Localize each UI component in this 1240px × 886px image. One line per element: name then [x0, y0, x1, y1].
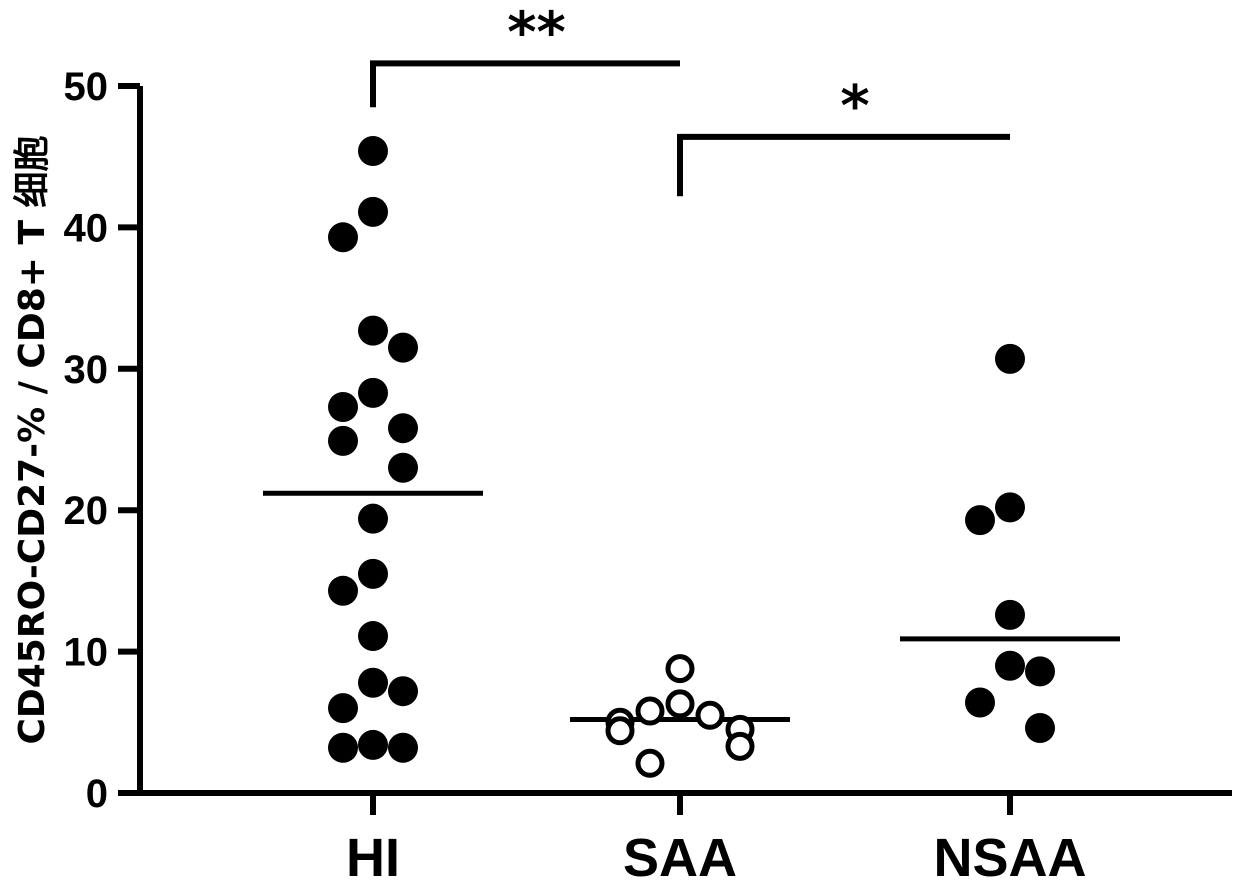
- significance-bracket: [373, 63, 680, 107]
- significance-annotations: ***: [373, 0, 1010, 196]
- data-point-hi: [388, 333, 418, 363]
- data-point-nsaa: [995, 492, 1025, 522]
- data-point-nsaa: [995, 600, 1025, 630]
- y-tick-label: 10: [64, 631, 109, 675]
- data-point-hi: [328, 392, 358, 422]
- data-point-saa: [638, 699, 662, 723]
- x-ticks: HI SAA NSAA: [346, 793, 1087, 886]
- data-point-saa: [668, 657, 692, 681]
- y-ticks: 0 10 20 30 40 50: [64, 65, 141, 816]
- y-axis-label: CD45RO-CD27-% / CD8+ T 细胞: [12, 135, 53, 744]
- data-point-hi: [358, 559, 388, 589]
- data-point-saa: [608, 719, 632, 743]
- data-point-hi: [358, 621, 388, 651]
- data-point-nsaa: [995, 651, 1025, 681]
- y-tick-label: 50: [64, 65, 109, 109]
- data-point-hi: [388, 676, 418, 706]
- data-point-hi: [388, 453, 418, 483]
- data-point-hi: [328, 693, 358, 723]
- data-point-hi: [358, 730, 388, 760]
- data-point-nsaa: [1025, 656, 1055, 686]
- significance-label: **: [507, 0, 566, 65]
- data-point-hi: [358, 136, 388, 166]
- y-tick-label: 0: [86, 772, 108, 816]
- data-point-nsaa: [1025, 713, 1055, 743]
- data-point-hi: [328, 426, 358, 456]
- significance-label: *: [840, 74, 869, 139]
- y-tick-label: 40: [64, 206, 109, 250]
- data-point-hi: [388, 413, 418, 443]
- data-point-hi: [388, 733, 418, 763]
- data-points: [328, 136, 1055, 775]
- data-point-nsaa: [965, 688, 995, 718]
- data-point-hi: [358, 668, 388, 698]
- data-point-hi: [358, 197, 388, 227]
- data-point-saa: [698, 703, 722, 727]
- data-point-hi: [328, 733, 358, 763]
- x-category-label: HI: [346, 828, 400, 886]
- axes: [137, 86, 1232, 796]
- data-point-hi: [328, 222, 358, 252]
- data-point-saa: [638, 751, 662, 775]
- data-point-saa: [668, 692, 692, 716]
- data-point-hi: [358, 504, 388, 534]
- data-point-nsaa: [965, 505, 995, 535]
- y-tick-label: 20: [64, 489, 109, 533]
- x-category-label: NSAA: [933, 828, 1086, 886]
- data-point-hi: [328, 576, 358, 606]
- data-point-hi: [358, 316, 388, 346]
- y-tick-label: 30: [64, 348, 109, 392]
- x-category-label: SAA: [623, 828, 737, 886]
- data-point-nsaa: [995, 344, 1025, 374]
- data-point-hi: [358, 378, 388, 408]
- significance-bracket: [680, 137, 1010, 196]
- data-point-saa: [728, 734, 752, 758]
